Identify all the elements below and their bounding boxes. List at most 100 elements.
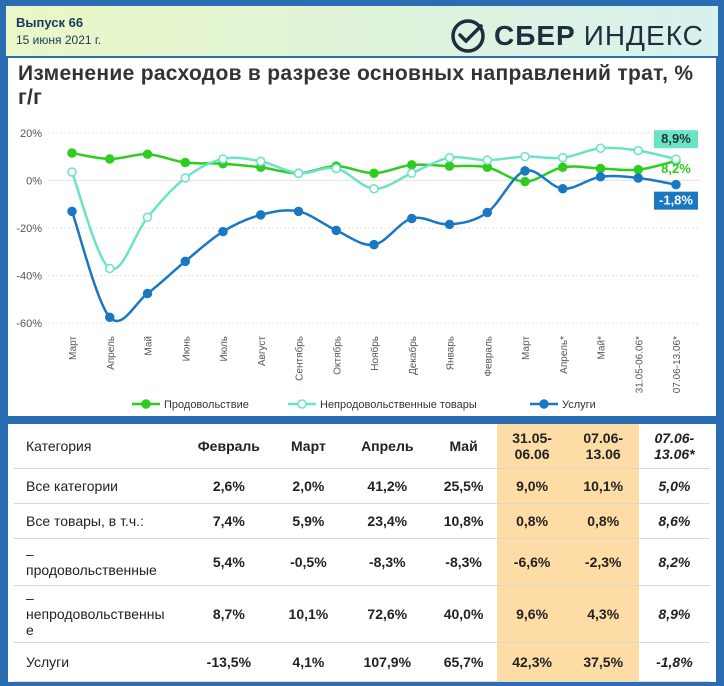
header-banner: Выпуск 66 15 июня 2021 г. СБЕР ИНДЕКС bbox=[6, 6, 718, 56]
series-services-point bbox=[142, 288, 153, 299]
table-header-text: 13.06* bbox=[654, 446, 695, 462]
x-tick-label: 31.05-06.06* bbox=[634, 336, 645, 393]
row-category-cell: – непродовольственны е bbox=[14, 585, 185, 643]
series-nonfood-line bbox=[70, 146, 677, 271]
series-food-point bbox=[558, 162, 568, 173]
row-value-cell: 5,9% bbox=[272, 503, 344, 539]
row-category-cell: – продовольственные bbox=[14, 538, 185, 586]
legend-label: Непродовольственные товары bbox=[320, 399, 477, 411]
table-header-text: 07.06- bbox=[583, 430, 624, 446]
row-value-cell: 2,0% bbox=[272, 468, 344, 504]
series-nonfood-point bbox=[256, 156, 266, 167]
row-value-cell: 107,9% bbox=[343, 642, 431, 682]
table-header-row: Категория Февраль Март Апрель Май 31.05- 06.06… bbox=[14, 424, 710, 469]
series-nonfood-point bbox=[218, 154, 228, 164]
series-nonfood-point bbox=[595, 143, 606, 153]
row-value-cell: 8,9% bbox=[638, 585, 710, 643]
x-tick-label: Март bbox=[68, 336, 79, 360]
legend-swatch-marker bbox=[141, 399, 151, 409]
series-services-point bbox=[633, 173, 643, 183]
end-value-label: 8,9% bbox=[661, 131, 691, 146]
row-value-cell: 40,0% bbox=[430, 585, 497, 643]
row-value-cell: 5,4% bbox=[184, 538, 273, 586]
series-nonfood-point bbox=[558, 153, 568, 163]
table-header-text: 13.06 bbox=[585, 446, 621, 462]
brand-name: СБЕР bbox=[494, 20, 576, 51]
table-row: Все категории 2,6% 2,0% 41,2% 25,5% 9,0% 10,1%… bbox=[14, 468, 710, 504]
series-nonfood-point bbox=[142, 212, 153, 223]
row-value-cell: 2,6% bbox=[184, 468, 273, 504]
row-value-cell: 5,0% bbox=[638, 468, 710, 504]
y-tick-label: 0% bbox=[26, 175, 42, 187]
series-nonfood-point bbox=[671, 154, 681, 164]
series-food-point bbox=[180, 157, 190, 168]
y-tick-label: 20% bbox=[20, 128, 42, 140]
table-row: Услуги -13,5% 4,1% 107,9% 65,7% 42,3% 37,5% -1,… bbox=[14, 642, 710, 682]
x-tick-label: Май* bbox=[597, 336, 608, 360]
end-label-box bbox=[654, 130, 698, 149]
table-header-text: Категория bbox=[26, 438, 92, 454]
table-header-text: Февраль bbox=[197, 438, 260, 454]
row-value-cell: 25,5% bbox=[430, 468, 497, 504]
series-nonfood-point bbox=[407, 168, 417, 178]
row-value-cell: 4,3% bbox=[567, 585, 639, 643]
row-value-cell: -6,6% bbox=[496, 538, 568, 586]
row-value-cell: 4,1% bbox=[272, 642, 344, 682]
row-value-cell: 10,1% bbox=[567, 468, 639, 504]
series-services-point bbox=[293, 206, 304, 217]
legend-label: Услуги bbox=[562, 399, 596, 411]
row-value-cell: -0,5% bbox=[272, 538, 344, 586]
x-tick-label: Ноябрь bbox=[369, 336, 381, 371]
series-services-point bbox=[407, 213, 417, 224]
row-value-cell: 0,8% bbox=[496, 503, 568, 539]
series-services-point bbox=[444, 219, 455, 230]
spending-table: Категория Февраль Март Апрель Май 31.05- 06.06… bbox=[14, 424, 710, 682]
table-header-text: 06.06 bbox=[514, 446, 550, 462]
series-nonfood-point bbox=[67, 167, 77, 177]
series-nonfood-point bbox=[520, 151, 530, 162]
row-value-cell: 37,5% bbox=[567, 642, 639, 682]
series-food-point bbox=[407, 160, 417, 170]
sber-check-icon bbox=[451, 19, 485, 53]
series-nonfood-point bbox=[105, 263, 115, 274]
series-food-point bbox=[142, 149, 153, 159]
chart-title: Изменение расходов в разрезе основных на… bbox=[18, 62, 694, 109]
brand-suffix: ИНДЕКС bbox=[583, 20, 704, 51]
issue-date: 15 июня 2021 г. bbox=[16, 33, 102, 47]
series-nonfood-point bbox=[482, 155, 492, 165]
row-value-cell: 23,4% bbox=[343, 503, 431, 539]
chart-panel: 20% 0% -20% -40% -60% Март Апрель Май Июнь Июль Ав… bbox=[8, 58, 716, 416]
row-value-cell: 10,8% bbox=[430, 503, 497, 539]
row-category-cell: Все категории bbox=[14, 468, 185, 504]
series-nonfood-point bbox=[180, 173, 190, 183]
row-value-cell: -13,5% bbox=[184, 642, 273, 682]
x-tick-label: Апрель bbox=[106, 336, 117, 370]
series-food-point bbox=[105, 154, 115, 164]
table-body: Все категории 2,6% 2,0% 41,2% 25,5% 9,0% 10,1%… bbox=[14, 468, 710, 682]
row-value-cell: 10,1% bbox=[272, 585, 344, 643]
series-services-point bbox=[256, 210, 266, 220]
series-services-point bbox=[369, 239, 379, 250]
series-food-point bbox=[67, 148, 77, 158]
table-row: – продовольственные 5,4% -0,5% -8,3% -8,3% -6… bbox=[14, 538, 710, 586]
series-services-point bbox=[105, 312, 115, 323]
x-tick-label: Март bbox=[521, 336, 532, 360]
row-value-cell: -8,3% bbox=[343, 538, 431, 586]
row-value-cell: 8,2% bbox=[638, 538, 710, 586]
end-value-label: 8,2% bbox=[661, 161, 691, 176]
row-value-cell: 41,2% bbox=[343, 468, 431, 504]
x-tick-label: Декабрь bbox=[407, 336, 419, 375]
row-value-cell: 7,4% bbox=[184, 503, 273, 539]
x-tick-label: Июль bbox=[219, 336, 230, 362]
x-tick-label: Июнь bbox=[181, 336, 192, 361]
x-tick-label: Январь bbox=[446, 336, 457, 370]
table-panel: Категория Февраль Март Апрель Май 31.05- 06.06… bbox=[8, 424, 716, 682]
table-header-text: Май bbox=[449, 438, 478, 454]
line-chart: 20% 0% -20% -40% -60% Март Апрель Май Июнь Июль Ав… bbox=[16, 128, 700, 411]
x-tick-label: Май bbox=[144, 336, 155, 356]
end-value-label: -1,8% bbox=[659, 193, 693, 208]
series-services-point bbox=[180, 256, 190, 267]
series-services-point bbox=[558, 183, 568, 194]
row-value-cell: -8,3% bbox=[430, 538, 497, 586]
